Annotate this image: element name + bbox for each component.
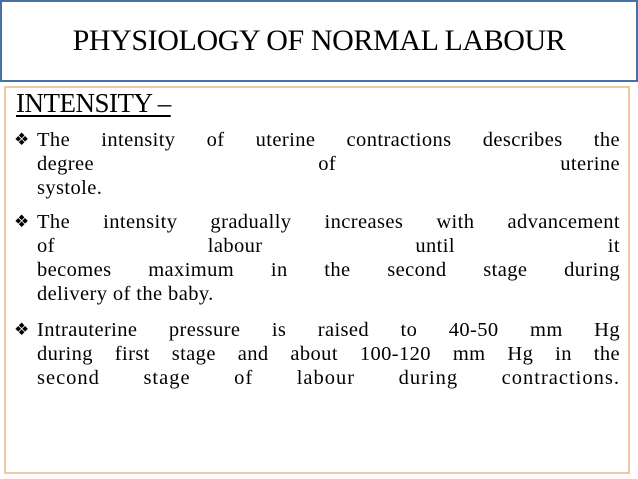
slide-title: PHYSIOLOGY OF NORMAL LABOUR (72, 24, 566, 57)
section-heading: INTENSITY – (16, 88, 171, 118)
diamond-bullet-icon: ❖ (14, 212, 30, 231)
bullet-line: Intrauterine pressure is raised to 40-50… (37, 319, 620, 341)
bullet-item-2: The intensity gradually increases with a… (37, 210, 620, 306)
diamond-bullet-icon: ❖ (14, 320, 30, 339)
bullet-line: The intensity of uterine contractions de… (37, 129, 620, 151)
bullet-line: during first stage and about 100-120 mm … (37, 343, 620, 365)
content-panel: INTENSITY – ❖ The intensity of uterine c… (4, 86, 630, 474)
bullet-line: degree of uterine (37, 153, 620, 175)
bullet-item-1: The intensity of uterine contractions de… (37, 128, 620, 200)
bullet-line: second stage of labour during contractio… (37, 367, 620, 389)
diamond-bullet-icon: ❖ (14, 130, 30, 149)
bullet-item-3: Intrauterine pressure is raised to 40-50… (37, 318, 620, 390)
bullet-line: The intensity gradually increases with a… (37, 211, 620, 233)
bullet-line: delivery of the baby. (37, 283, 214, 305)
title-bar: PHYSIOLOGY OF NORMAL LABOUR (0, 0, 638, 82)
bullet-line: becomes maximum in the second stage duri… (37, 259, 620, 281)
bullet-line: systole. (37, 177, 103, 199)
bullet-line: of labour until it (37, 235, 620, 257)
